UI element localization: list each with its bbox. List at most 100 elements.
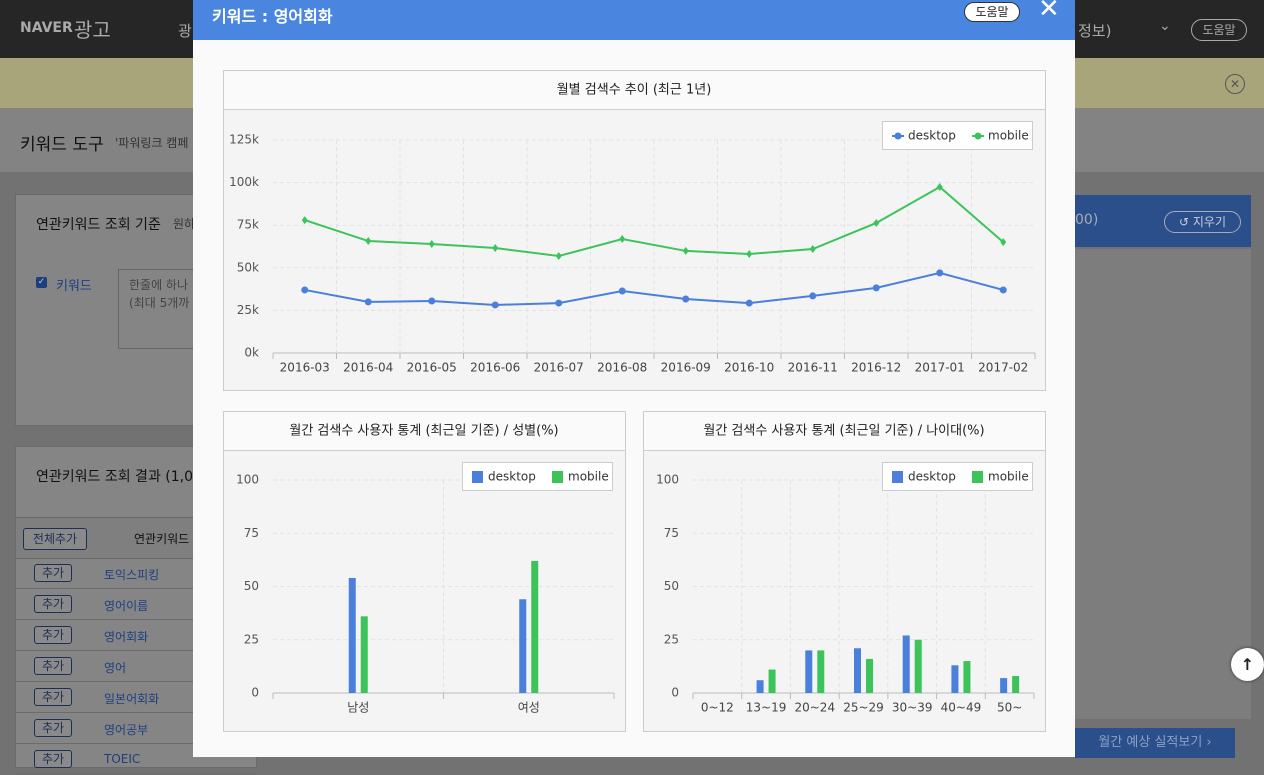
modal-close[interactable]: ✕	[1038, 0, 1060, 24]
keyword-link[interactable]: 영어	[104, 659, 126, 676]
bar	[531, 561, 538, 693]
x-tick-label: 50~	[997, 701, 1022, 715]
legend-label: mobile	[568, 470, 609, 484]
page-subtitle: '파워링크 캠페	[115, 134, 188, 151]
point	[555, 300, 562, 307]
bar	[805, 650, 812, 693]
modal-header: 키워드 : 영어회화 도움말 ✕	[193, 0, 1075, 40]
add-button[interactable]: 추가	[34, 657, 72, 675]
point	[619, 287, 626, 294]
add-button[interactable]: 추가	[34, 564, 72, 582]
y-tick-label: 75	[244, 526, 259, 540]
scroll-top-button[interactable]: ↑	[1231, 648, 1264, 681]
y-tick-label: 50	[664, 579, 679, 593]
y-tick-label: 75	[664, 526, 679, 540]
menu[interactable]: 광	[178, 20, 192, 41]
criteria-hint: 원하	[173, 215, 195, 232]
point	[936, 269, 943, 276]
x-tick-label: 2017-02	[978, 361, 1028, 375]
add-all-button[interactable]: 전체추가	[23, 528, 87, 550]
x-tick-label: 2016-09	[661, 361, 711, 375]
keyword-label: 키워드	[56, 275, 92, 294]
legend-marker	[895, 133, 902, 140]
criteria-title: 연관키워드 조회 기준	[36, 214, 161, 234]
dropdown-caret[interactable]: ⌄	[1159, 18, 1171, 34]
x-tick-label: 2016-07	[534, 361, 584, 375]
add-button[interactable]: 추가	[34, 688, 72, 706]
right-panel-header: 00) ↺ 지우기	[1075, 195, 1251, 247]
help-button[interactable]: 도움말	[1191, 19, 1247, 41]
keyword-link[interactable]: 일본어회화	[104, 690, 159, 707]
modal: 키워드 : 영어회화 도움말 ✕ 월별 검색수 추이 (최근 1년)0k25k5…	[193, 0, 1075, 757]
point	[1000, 286, 1007, 293]
keyword-link[interactable]: 영어이름	[104, 597, 148, 614]
bar	[1012, 676, 1019, 693]
point	[746, 300, 753, 307]
x-tick-label: 25~29	[843, 701, 884, 715]
y-tick-label: 25k	[237, 303, 259, 317]
add-button[interactable]: 추가	[34, 719, 72, 737]
bar	[817, 650, 824, 693]
bar	[903, 635, 910, 693]
keyword-link[interactable]: 영어공부	[104, 721, 148, 738]
clear-label: 지우기	[1193, 215, 1226, 229]
column-header: 연관키워드	[134, 530, 189, 547]
bar	[361, 616, 368, 693]
chart-box	[224, 71, 1046, 391]
chart-title: 월간 검색수 사용자 통계 (최근일 기준) / 성별(%)	[289, 424, 558, 439]
legend-label: mobile	[988, 129, 1029, 143]
account-info[interactable]: 정보)	[1078, 20, 1111, 41]
y-tick-label: 75k	[237, 218, 259, 232]
modal-help[interactable]: 도움말	[964, 2, 1020, 22]
x-tick-label: 여성	[518, 701, 540, 715]
y-tick-label: 25	[664, 632, 679, 646]
x-tick-label: 2016-08	[597, 361, 647, 375]
keyword-link[interactable]: TOEIC	[104, 752, 140, 766]
x-tick-label: 2016-04	[343, 361, 393, 375]
point	[301, 286, 308, 293]
legend-label: desktop	[908, 470, 956, 484]
chart-title: 월간 검색수 사용자 통계 (최근일 기준) / 나이대(%)	[703, 424, 984, 439]
x-tick-label: 0~12	[701, 701, 734, 715]
point	[682, 295, 689, 302]
checkbox[interactable]: ✓	[36, 277, 47, 288]
bar	[769, 670, 776, 693]
bar	[963, 661, 970, 693]
point	[809, 292, 816, 299]
point	[492, 301, 499, 308]
x-tick-label: 2016-10	[724, 361, 774, 375]
x-tick-label: 2016-12	[851, 361, 901, 375]
keyword-link[interactable]: 영어회화	[104, 628, 148, 645]
bar	[915, 640, 922, 693]
logo[interactable]: NAVER	[20, 20, 73, 36]
x-tick-label: 13~19	[746, 701, 787, 715]
logo-sub[interactable]: 광고	[74, 14, 111, 43]
charts: 월별 검색수 추이 (최근 1년)0k25k50k75k100k125k2016…	[193, 40, 1075, 757]
keyword-link[interactable]: 토익스피킹	[104, 566, 159, 583]
legend-label: desktop	[488, 470, 536, 484]
y-tick-label: 125k	[229, 133, 259, 147]
y-tick-label: 100	[656, 473, 679, 487]
placeholder: (최대 5개까	[129, 294, 189, 311]
bar	[757, 680, 764, 693]
bar	[866, 659, 873, 693]
notice-close[interactable]: ✕	[1225, 74, 1245, 94]
modal-title: 키워드 : 영어회화	[212, 3, 333, 27]
page-title: 키워드 도구	[20, 130, 104, 155]
y-tick-label: 0	[251, 686, 259, 700]
chart-box	[224, 412, 626, 732]
bar	[1000, 678, 1007, 693]
estimate-button[interactable]: 월간 예상 실적보기 ›	[1075, 728, 1235, 758]
bar	[349, 578, 356, 693]
selected-count: 00)	[1075, 212, 1098, 228]
legend-marker	[972, 471, 983, 483]
chart-title: 월별 검색수 추이 (최근 1년)	[557, 83, 712, 98]
y-tick-label: 0	[671, 686, 679, 700]
results-title: 연관키워드 조회 결과 (1,0	[36, 466, 193, 486]
add-button[interactable]: 추가	[34, 750, 72, 768]
add-button[interactable]: 추가	[34, 595, 72, 613]
placeholder: 한줄에 하나	[129, 276, 188, 293]
add-button[interactable]: 추가	[34, 626, 72, 644]
clear-button[interactable]: ↺ 지우기	[1164, 211, 1241, 233]
x-tick-label: 2016-11	[788, 361, 838, 375]
